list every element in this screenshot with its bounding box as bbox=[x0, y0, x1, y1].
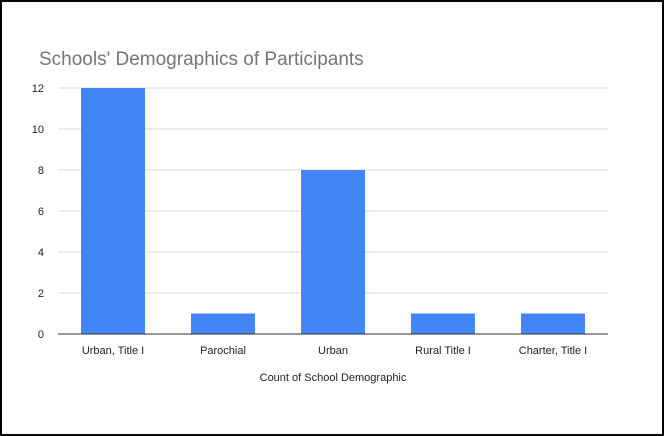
bar-urban-title-i bbox=[81, 88, 145, 334]
bar-charter-title-i bbox=[521, 313, 585, 334]
bar-urban bbox=[301, 170, 365, 334]
chart-title: Schools' Demographics of Participants bbox=[39, 49, 364, 70]
bar-rural-title-i bbox=[411, 313, 475, 334]
y-tick-label: 4 bbox=[38, 247, 44, 259]
y-tick-label: 0 bbox=[38, 329, 44, 341]
y-axis-ticks: 0 2 4 6 8 10 12 bbox=[32, 83, 44, 341]
x-axis-title: Count of School Demographic bbox=[260, 372, 407, 384]
bar-parochial bbox=[191, 313, 255, 334]
y-tick-label: 8 bbox=[38, 165, 44, 177]
bars bbox=[81, 88, 585, 334]
x-category-label: Urban, Title I bbox=[82, 345, 144, 357]
x-category-label: Parochial bbox=[200, 345, 246, 357]
x-axis-categories: Urban, Title I Parochial Urban Rural Title … bbox=[82, 345, 587, 357]
y-tick-label: 10 bbox=[32, 124, 44, 136]
y-tick-label: 6 bbox=[38, 206, 44, 218]
y-tick-label: 12 bbox=[32, 83, 44, 95]
x-category-label: Urban bbox=[318, 345, 348, 357]
x-category-label: Charter, Title I bbox=[519, 345, 587, 357]
x-category-label: Rural Title I bbox=[415, 345, 471, 357]
y-tick-label: 2 bbox=[38, 288, 44, 300]
